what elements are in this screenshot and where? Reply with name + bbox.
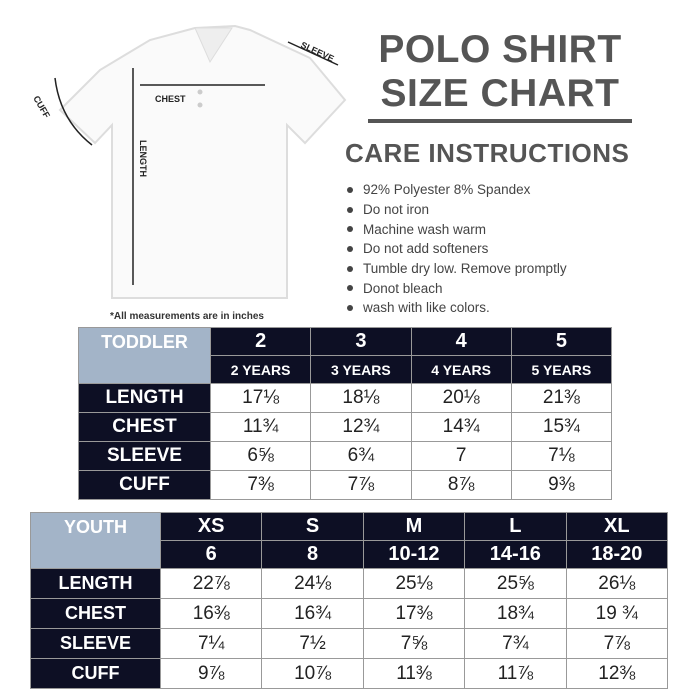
measurement-cell: 20⅛ [410,383,512,413]
row-label: CHEST [78,412,211,442]
care-list: 92% Polyester 8% Spandex Do not iron Mac… [347,180,567,318]
shirt-collar [194,27,233,64]
measurement-cell: 8⅞ [410,470,512,500]
measurement-cell: 9⅞ [159,658,263,689]
table-row: SLEEVE 6⅝ 6¾ 7 7⅛ [78,441,613,471]
row-label: CUFF [30,658,161,689]
measurement-cell: 24⅛ [261,568,364,599]
measurement-cell: 22⅞ [159,568,263,599]
measurement-cell: 18⅛ [310,383,412,413]
measurement-cell: 7⅝ [362,628,466,659]
measurement-cell: 26⅛ [565,568,669,599]
measurement-cell: 6¾ [310,441,412,471]
care-item: wash with like colors. [347,298,567,318]
age-header: 18-20 [565,540,669,569]
size-header: M [362,512,466,541]
toddler-label: TODDLER [78,327,211,384]
measurement-cell: 16⅜ [159,598,263,629]
measurement-cell: 7½ [261,628,364,659]
measurement-cell: 7¼ [159,628,263,659]
care-item: Machine wash warm [347,219,567,239]
measurement-cell: 9⅜ [510,470,613,500]
measurement-cell: 25⅝ [464,568,567,599]
measurement-cell: 25⅛ [362,568,466,599]
measurement-cell: 21⅜ [510,383,613,413]
measurement-cell: 17⅜ [362,598,466,629]
row-label: LENGTH [30,568,161,599]
measurement-cell: 7⅞ [310,470,412,500]
measurement-cell: 7 [410,441,512,471]
measurement-cell: 10⅞ [261,658,364,689]
sleeve-arrow [287,41,339,66]
measurement-cell: 7¾ [464,628,567,659]
size-header: 5 [510,327,613,356]
age-header: 14-16 [464,540,567,569]
size-header: 4 [410,327,512,356]
care-item: Tumble dry low. Remove promptly [347,259,567,279]
measurement-cell: 17⅛ [209,383,312,413]
measurement-cell: 7⅞ [565,628,669,659]
cuff-label: CUFF [31,94,52,120]
youth-label: YOUTH [30,512,161,569]
care-item: Do not add softeners [347,239,567,259]
page-title-line2: SIZE CHART [380,72,620,115]
size-header: XL [565,512,669,541]
table-row: CHEST 11¾ 12¾ 14¾ 15¾ [78,412,613,442]
age-header: 3 YEARS [310,355,412,384]
measurement-cell: 7⅜ [209,470,312,500]
age-header: 10-12 [362,540,466,569]
row-label: SLEEVE [30,628,161,659]
measurement-cell: 16¾ [261,598,364,629]
cuff-arrow [54,77,93,146]
care-heading: CARE INSTRUCTIONS [345,138,630,168]
page-title-line1: POLO SHIRT [378,28,622,71]
toddler-size-table: TODDLER 2 3 4 5 2 YEARS 3 YEARS 4 YEARS 5 YEARS L… [78,327,613,500]
row-label: LENGTH [78,383,211,413]
shirt-body [58,24,347,299]
table-row: SLEEVE 7¼ 7½ 7⅝ 7¾ 7⅞ [30,628,669,659]
size-row: TODDLER 2 3 4 5 [78,327,613,384]
polo-shirt-diagram: CHEST SLEEVE CUFF LENGTH [31,24,347,299]
age-row: 2 YEARS 3 YEARS 4 YEARS 5 YEARS [79,355,613,384]
size-header: S [261,512,364,541]
measurement-note: *All measurements are in inches [110,311,264,322]
size-header: 3 [310,327,412,356]
measurement-cell: 18¾ [464,598,567,629]
care-item: 92% Polyester 8% Spandex [347,180,567,200]
measurement-cell: 14¾ [410,412,512,442]
size-header: L [464,512,567,541]
care-item: Donot bleach [347,278,567,298]
measurement-cell: 7⅛ [510,441,613,471]
age-header: 4 YEARS [410,355,512,384]
row-label: CUFF [78,470,211,500]
age-header: 2 YEARS [209,355,312,384]
table-row: LENGTH 17⅛ 18⅛ 20⅛ 21⅜ [78,383,613,413]
table-row: LENGTH 22⅞ 24⅛ 25⅛ 25⅝ 26⅛ [30,568,669,599]
measurement-cell: 11⅜ [362,658,466,689]
age-header: 8 [261,540,364,569]
size-header: XS [159,512,263,541]
measurement-cell: 12⅜ [565,658,669,689]
age-row: 6 8 10-12 14-16 18-20 [31,540,669,569]
age-header: 5 YEARS [510,355,613,384]
table-row: CUFF 7⅜ 7⅞ 8⅞ 9⅜ [78,470,613,500]
care-item: Do not iron [347,200,567,220]
measurement-cell: 19 ¾ [565,598,669,629]
measurement-cell: 15¾ [510,412,613,442]
row-label: SLEEVE [78,441,211,471]
measurement-cell: 12¾ [310,412,412,442]
chest-label: CHEST [155,94,186,104]
title-divider [368,119,632,123]
youth-size-table: YOUTH XS S M L XL 6 8 10-12 14-16 18-20 LENGTH 22⅞ 24… [30,512,669,689]
table-row: CHEST 16⅜ 16¾ 17⅜ 18¾ 19 ¾ [30,598,669,629]
size-row: YOUTH XS S M L XL [30,512,669,569]
measurement-cell: 6⅝ [209,441,312,471]
measurement-cell: 11¾ [209,412,312,442]
length-label: LENGTH [138,140,148,177]
size-header: 2 [209,327,312,356]
row-label: CHEST [30,598,161,629]
table-row: CUFF 9⅞ 10⅞ 11⅜ 11⅞ 12⅜ [30,658,669,689]
age-header: 6 [159,540,263,569]
measurement-cell: 11⅞ [464,658,567,689]
